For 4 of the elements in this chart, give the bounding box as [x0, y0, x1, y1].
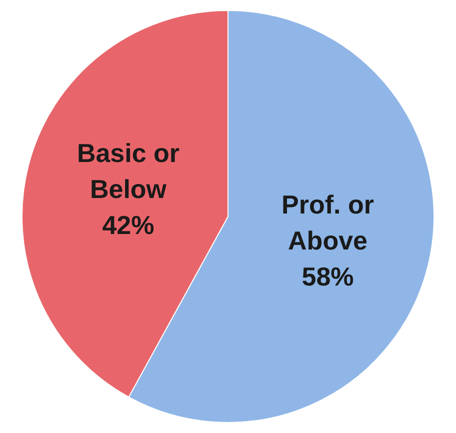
- slice-label: Prof. or Above: [282, 189, 374, 256]
- slice-label: Basic or Below: [76, 138, 180, 204]
- data-label: 58%: [302, 261, 354, 292]
- data-label: 42%: [102, 210, 154, 240]
